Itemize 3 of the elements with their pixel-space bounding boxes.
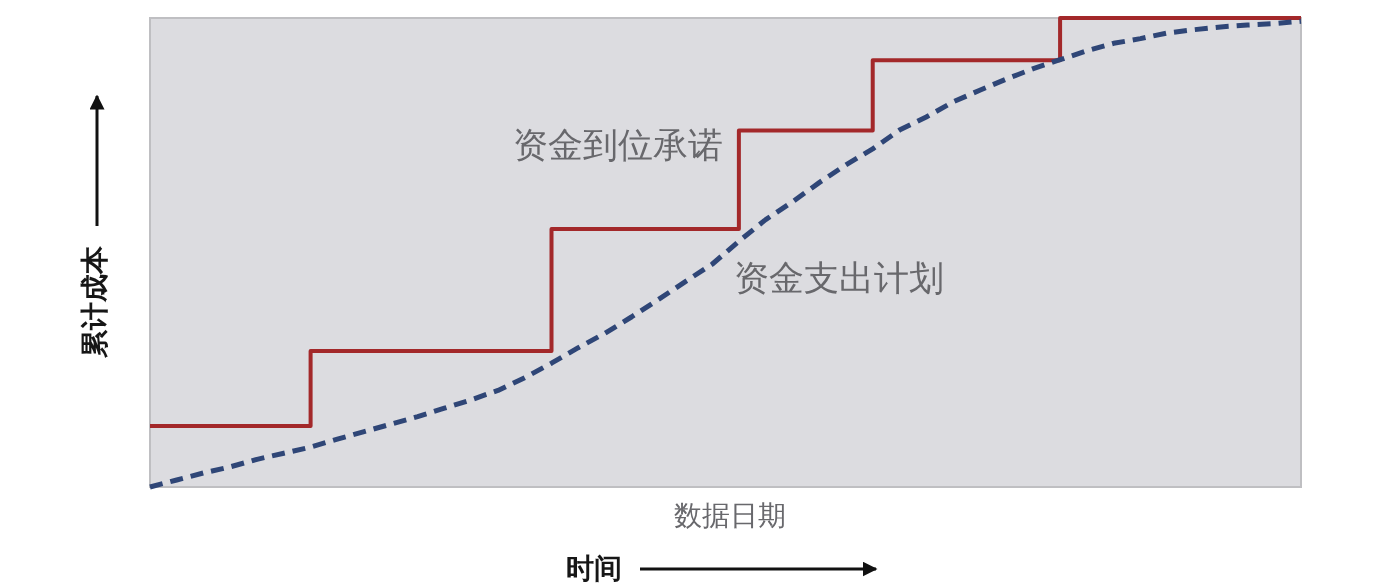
x-axis-title: 时间 [566, 553, 622, 585]
annotation: 数据日期 [673, 500, 786, 532]
y-axis-title: 累计成本 [79, 246, 111, 358]
